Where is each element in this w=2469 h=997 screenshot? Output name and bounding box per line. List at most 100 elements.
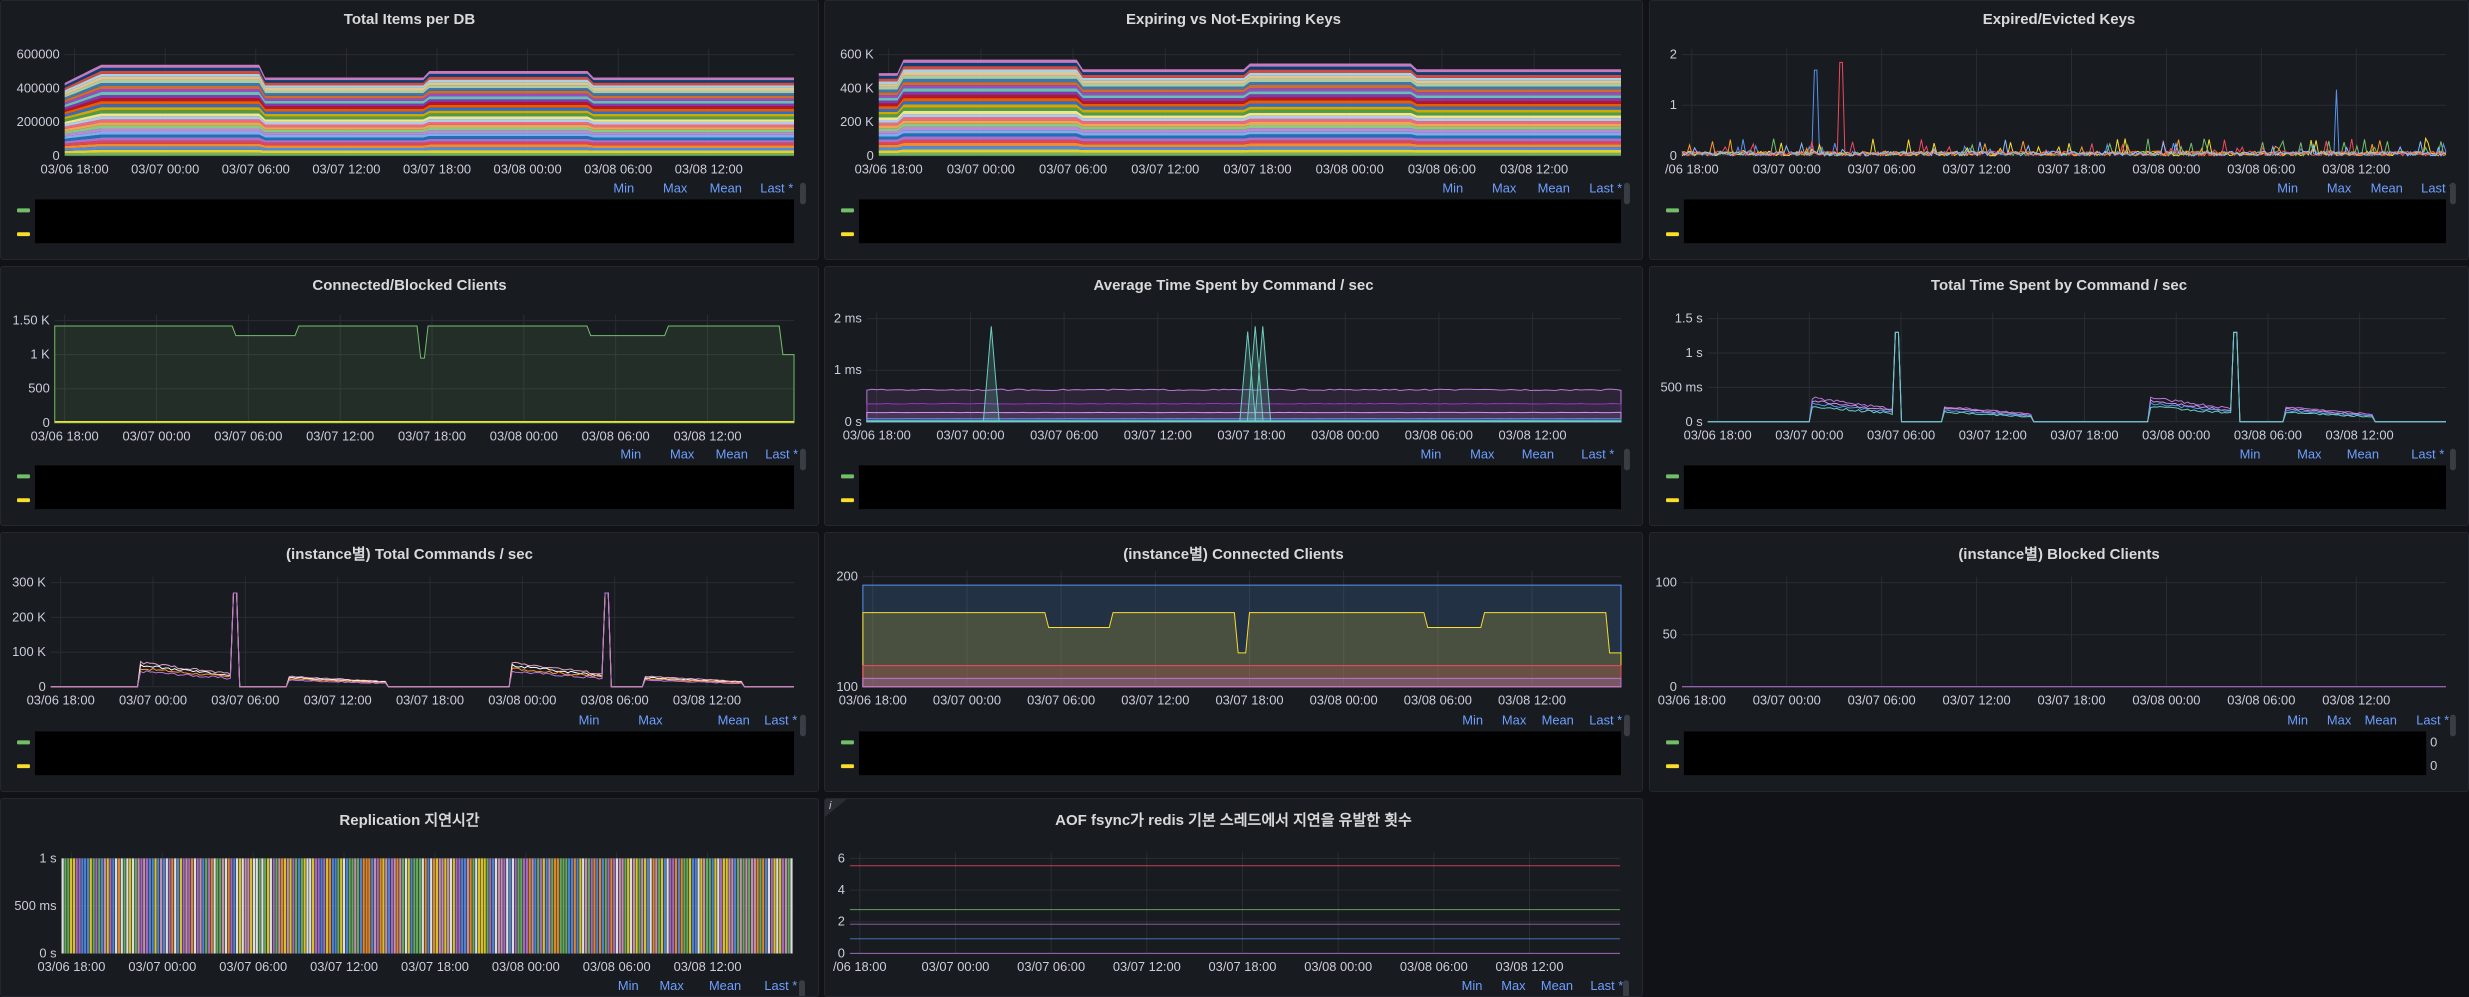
- legend-header-mean: Mean: [718, 713, 750, 728]
- replication-bar: [534, 858, 537, 954]
- legend-box: [1683, 465, 2446, 510]
- replication-bar: [525, 858, 529, 954]
- replication-bar: [705, 858, 709, 954]
- legend-header-min: Min: [2240, 447, 2261, 462]
- series-line: [50, 592, 795, 688]
- panel-instance-total-commands[interactable]: (instance별) Total Commands / sec 300 K 20…: [0, 532, 819, 792]
- legend-header-last: Last *: [2421, 181, 2454, 196]
- y-tick-label: 1 K: [30, 347, 50, 362]
- replication-bar: [250, 858, 253, 954]
- x-tick-label: 03/08 00:00: [1311, 428, 1379, 443]
- replication-bar: [390, 858, 394, 954]
- panel-expiring-vs-not-expiring[interactable]: Expiring vs Not-Expiring Keys 600 K 400 K…: [824, 0, 1643, 260]
- replication-bar: [734, 858, 737, 954]
- x-tick-label: 03/08 00:00: [1310, 693, 1378, 708]
- stack-band: [878, 78, 1621, 93]
- replication-bar: [219, 858, 222, 954]
- replication-bar: [750, 858, 754, 954]
- replication-bar: [190, 858, 194, 954]
- legend-header-min: Min: [618, 978, 639, 993]
- panel-instance-blocked-clients[interactable]: (instance별) Blocked Clients 100 50 0 03/06 …: [1649, 532, 2469, 792]
- x-tick-label: 03/07 06:00: [1027, 693, 1095, 708]
- legend-box: [34, 465, 795, 510]
- replication-bar: [100, 858, 104, 954]
- legend-header-last: Last *: [760, 181, 793, 196]
- panel-replication-latency[interactable]: Replication 지연시간 1 s 500 ms 0 s 03/06 18:00…: [0, 798, 819, 997]
- stack-band: [64, 149, 795, 154]
- replication-bar: [441, 858, 444, 954]
- stack-band: [878, 91, 1621, 104]
- replication-bar: [342, 858, 346, 954]
- x-tick-label: 03/07 18:00: [401, 959, 469, 974]
- replication-bar: [725, 858, 728, 954]
- panel-instance-connected-clients[interactable]: (instance별) Connected Clients 200 100 03/0…: [824, 532, 1643, 792]
- replication-bar: [466, 858, 469, 954]
- x-tick-label: 03/07 00:00: [128, 959, 196, 974]
- series-line: [1707, 331, 2446, 423]
- x-tick-label: 03/08 12:00: [674, 959, 742, 974]
- replication-bar: [779, 858, 782, 954]
- replication-bar: [376, 858, 379, 954]
- y-tick-label: 600000: [17, 47, 60, 62]
- stack-band: [878, 94, 1621, 107]
- legend-value: 0: [2430, 758, 2437, 773]
- stack-band: [64, 119, 795, 130]
- replication-bar: [784, 858, 787, 954]
- series-line: [50, 592, 795, 688]
- legend-header-mean: Mean: [716, 447, 748, 462]
- replication-bar: [424, 858, 427, 954]
- x-tick-label: 03/08 06:00: [2234, 428, 2302, 443]
- replication-bar: [92, 858, 95, 954]
- replication-bar: [292, 858, 295, 954]
- y-tick-label: 1.50 K: [13, 313, 51, 328]
- series-connected: [54, 325, 795, 424]
- series-line: [1707, 331, 2446, 423]
- series-line: [1681, 61, 2447, 157]
- x-tick-label: 03/08 12:00: [673, 429, 741, 444]
- panel-total-items-per-db[interactable]: Total Items per DB 600000 400000 200000 0 03…: [0, 0, 819, 260]
- x-tick-label: 03/07 06:00: [1867, 428, 1935, 443]
- replication-bar: [238, 858, 242, 954]
- replication-bar: [629, 858, 633, 954]
- y-tick-label: 200: [836, 569, 858, 584]
- stack-band: [64, 95, 795, 110]
- replication-bar: [545, 858, 548, 954]
- replication-bar: [75, 858, 78, 954]
- replication-bar: [607, 858, 610, 954]
- stack-band: [64, 122, 795, 132]
- replication-bar: [528, 858, 531, 954]
- x-tick-label: 03/07 12:00: [312, 162, 380, 177]
- x-tick-label: 03/07 12:00: [1113, 959, 1181, 974]
- series-line: [1681, 138, 2447, 157]
- replication-bar: [781, 858, 785, 954]
- panel-expired-evicted-keys[interactable]: Expired/Evicted Keys 2 1 0/06 18:00 03/07 0…: [1649, 0, 2469, 260]
- legend-swatch-yellow: [841, 498, 854, 503]
- replication-bar: [140, 858, 143, 954]
- replication-bar: [691, 858, 695, 954]
- legend-header-last: Last *: [1590, 978, 1623, 993]
- replication-bar: [306, 858, 309, 954]
- legend-box: [858, 199, 1621, 244]
- replication-bar: [728, 858, 731, 954]
- replication-bar: [61, 858, 64, 954]
- legend-header-max: Max: [638, 713, 663, 728]
- replication-bar: [449, 858, 453, 954]
- replication-bar: [235, 858, 239, 954]
- panel-avg-time-by-command[interactable]: Average Time Spent by Command / sec 2 ms…: [824, 266, 1643, 526]
- replication-bar: [255, 858, 258, 954]
- replication-bar: [224, 858, 228, 954]
- stack-band: [878, 82, 1621, 96]
- replication-bar: [67, 858, 70, 954]
- panel-aof-fsync-delay[interactable]: i AOF fsync가 redis 기본 스레드에서 지연을 유발한 횟수 6…: [824, 798, 1643, 997]
- stack-band: [64, 98, 795, 113]
- y-tick-label: 0: [867, 148, 874, 163]
- x-tick-label: 03/07 18:00: [398, 429, 466, 444]
- replication-bar: [770, 858, 773, 954]
- x-tick-label: 03/07 18:00: [1223, 162, 1291, 177]
- legend-swatch-yellow: [841, 232, 854, 237]
- replication-bar: [508, 858, 512, 954]
